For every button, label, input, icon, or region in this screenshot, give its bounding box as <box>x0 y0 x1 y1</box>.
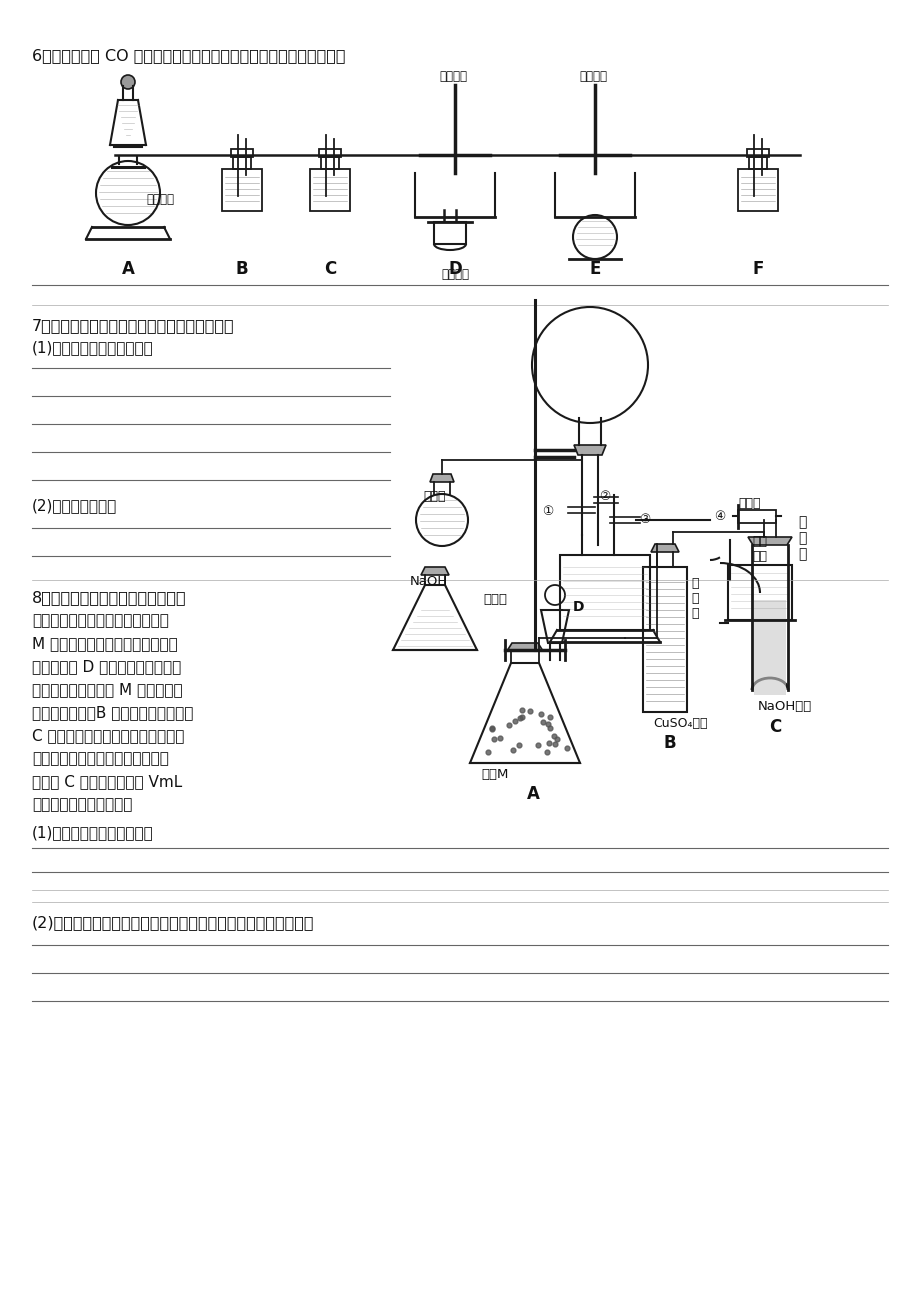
Text: NaOH: NaOH <box>410 575 448 588</box>
Bar <box>434 222 466 244</box>
Text: 7、下图是制取氨气并进行喷泉实验的装置图，: 7、下图是制取氨气并进行喷泉实验的装置图， <box>32 318 234 333</box>
Text: B: B <box>235 260 248 278</box>
Text: 反
应
管: 反 应 管 <box>690 577 698 620</box>
Text: (2)在读取气体体积时为什么要调节量气管装置使左右液面相平？: (2)在读取气体体积时为什么要调节量气管装置使左右液面相平？ <box>32 915 314 930</box>
Text: 开分液漏斗 D 中活塞，缓慢加入稀: 开分液漏斗 D 中活塞，缓慢加入稀 <box>32 659 181 673</box>
Text: ②: ② <box>598 490 610 503</box>
Text: 在隔绶空气的条件下反应所得固体: 在隔绶空气的条件下反应所得固体 <box>32 614 169 628</box>
Text: M 的成分设计了下图所示装置。打: M 的成分设计了下图所示装置。打 <box>32 636 177 651</box>
Text: 酟酸
溶液: 酟酸 溶液 <box>752 536 766 563</box>
Text: NaOH溶液: NaOH溶液 <box>757 699 811 712</box>
Text: ④: ④ <box>713 510 725 523</box>
Text: 黑色固体: 黑色固体 <box>578 70 607 83</box>
Text: （已换算成标准状况）。: （已换算成标准状况）。 <box>32 797 132 812</box>
Text: 得进入 C 中的气体体积为 VmL: 得进入 C 中的气体体积为 VmL <box>32 774 182 789</box>
Bar <box>737 510 775 523</box>
Text: 盐酸至过量，与固体 M 充分反应。: 盐酸至过量，与固体 M 充分反应。 <box>32 682 183 697</box>
Bar <box>231 150 253 157</box>
Polygon shape <box>573 445 606 455</box>
Text: C: C <box>768 718 780 736</box>
Text: E: E <box>589 260 600 278</box>
Polygon shape <box>506 644 542 651</box>
Bar <box>321 157 338 169</box>
Text: ③: ③ <box>639 514 650 526</box>
Text: 酒精喷灯: 酒精喷灯 <box>440 268 469 281</box>
Polygon shape <box>747 537 791 545</box>
Bar <box>754 601 785 696</box>
Bar <box>560 555 650 630</box>
Bar <box>727 566 791 620</box>
Text: 注射劙: 注射劙 <box>737 497 760 510</box>
Text: 稀盐酸: 稀盐酸 <box>482 593 506 606</box>
Bar <box>746 150 768 157</box>
Text: 量
气
管: 量 气 管 <box>797 515 805 562</box>
Polygon shape <box>421 567 448 575</box>
Text: C: C <box>323 260 335 278</box>
Bar <box>748 157 766 169</box>
Text: 黑色固体: 黑色固体 <box>438 70 467 83</box>
Text: 8、某课外兴趣小组为了探究铁与硫: 8、某课外兴趣小组为了探究铁与硫 <box>32 590 187 605</box>
Text: 量气管装置使左右液面相平后，测: 量气管装置使左右液面相平后，测 <box>32 751 169 766</box>
Text: A: A <box>526 785 539 803</box>
Text: F: F <box>752 260 763 278</box>
Text: (1)如何检查装置的气密性？: (1)如何检查装置的气密性？ <box>32 341 153 355</box>
Text: 白色固体: 白色固体 <box>146 192 174 205</box>
Text: 待反应停止后，B 中有黑色沉淠析出，: 待反应停止后，B 中有黑色沉淠析出， <box>32 705 193 720</box>
Polygon shape <box>651 543 678 552</box>
Text: 浓氨水: 浓氨水 <box>424 490 446 503</box>
Text: B: B <box>663 734 675 751</box>
Text: D: D <box>573 601 584 614</box>
Bar <box>737 169 777 211</box>
Text: A: A <box>121 260 134 278</box>
Text: 固体M: 固体M <box>481 768 508 781</box>
Bar <box>319 150 341 157</box>
Text: C 中量气管装置右边液面上升，调节: C 中量气管装置右边液面上升，调节 <box>32 728 184 744</box>
Text: (1)如何检查装置的气密性？: (1)如何检查装置的气密性？ <box>32 826 153 840</box>
Circle shape <box>121 75 135 88</box>
Text: CuSO₄溶液: CuSO₄溶液 <box>652 718 707 731</box>
Bar <box>310 169 349 211</box>
Bar <box>221 169 262 211</box>
Text: ①: ① <box>542 504 553 517</box>
Text: 6、下图是验证 CO 气体还原性的实验装置，如何检查装置的气密性？: 6、下图是验证 CO 气体还原性的实验装置，如何检查装置的气密性？ <box>32 48 346 62</box>
Bar <box>233 157 251 169</box>
Bar <box>642 567 686 712</box>
Polygon shape <box>429 474 453 482</box>
Text: D: D <box>448 260 461 278</box>
Text: (2)如何引发喷泉？: (2)如何引发喷泉？ <box>32 498 117 514</box>
